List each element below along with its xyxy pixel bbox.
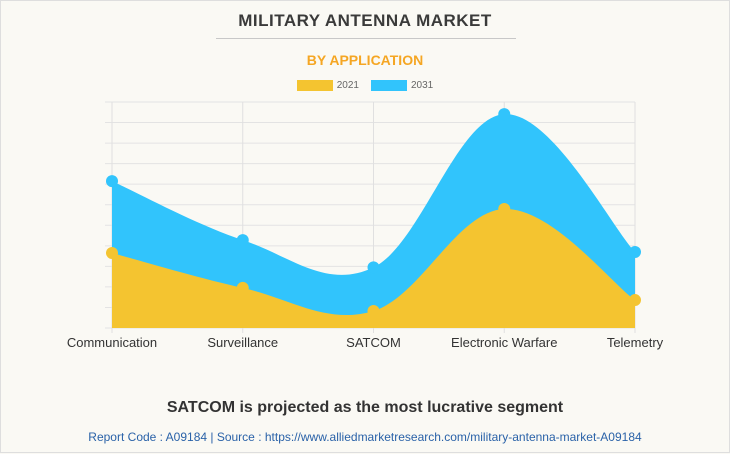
legend-label-2031: 2031 (411, 80, 434, 91)
data-point-2021-telemetry (629, 294, 641, 307)
data-point-2021-satcom (367, 304, 380, 317)
x-tick-label: Telemetry (607, 335, 664, 350)
data-point-2031-electronic-warfare (498, 108, 511, 121)
x-tick-label: Electronic Warfare (451, 335, 557, 350)
data-point-2031-telemetry (629, 245, 641, 258)
legend: 2021 2031 (1, 80, 729, 91)
source-line[interactable]: Report Code : A09184 | Source : https://… (88, 430, 642, 444)
data-point-2031-communication (106, 175, 118, 188)
legend-item-2031[interactable]: 2031 (371, 80, 433, 91)
area-series-2021 (112, 209, 635, 328)
legend-swatch-2021 (296, 80, 333, 91)
x-tick-label: Communication (67, 335, 157, 350)
chart-title: MILITARY ANTENNA MARKET (238, 11, 492, 30)
chart-headline: SATCOM is projected as the most lucrativ… (166, 399, 564, 416)
data-point-2021-communication (106, 247, 118, 260)
x-tick-label: SATCOM (346, 335, 401, 350)
title-divider (216, 38, 516, 39)
data-point-2031-surveillance (236, 234, 249, 247)
legend-swatch-2031 (371, 80, 407, 91)
data-point-2031-satcom (367, 261, 380, 274)
chart-subtitle: BY APPLICATION (306, 52, 424, 68)
data-point-2021-electronic-warfare (498, 203, 511, 216)
x-tick-label: Surveillance (207, 335, 278, 350)
legend-item-2021[interactable]: 2021 (296, 80, 359, 91)
data-point-2021-surveillance (236, 281, 249, 294)
legend-label-2021: 2021 (336, 80, 359, 91)
